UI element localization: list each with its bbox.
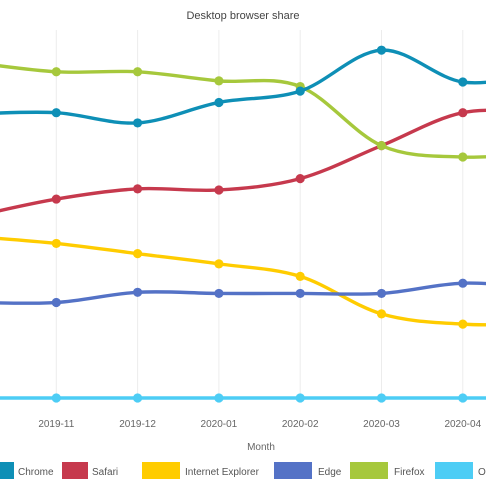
legend-item-safari[interactable]: Safari (62, 462, 118, 479)
data-point-firefox-2019-12[interactable] (133, 67, 143, 77)
data-point-safari-2019-11[interactable] (51, 194, 61, 204)
data-point-firefox-2020-01[interactable] (214, 76, 224, 86)
data-point-internet-explorer-2020-03[interactable] (376, 309, 387, 319)
series-chrome (0, 45, 486, 128)
data-point-edge-2019-11[interactable] (51, 297, 61, 308)
x-axis-title: Month (247, 442, 275, 453)
data-point-internet-explorer-2019-12[interactable] (133, 249, 143, 259)
series-other (0, 393, 486, 403)
x-axis-ticks: 2019-11 2019-12 2020-01 2020-02 2020-03 2020-… (38, 419, 481, 430)
x-tick-label: 2020-02 (282, 419, 319, 430)
chart-title: Desktop browser share (186, 10, 299, 22)
data-point-internet-explorer-2019-11[interactable] (51, 238, 61, 249)
data-point-safari-2020-01[interactable] (214, 185, 224, 195)
x-tick-label: 2020-03 (363, 419, 400, 430)
data-point-edge-2020-01[interactable] (214, 288, 224, 299)
data-point-other-2020-03[interactable] (376, 393, 387, 403)
legend-label-edge: Edge (318, 467, 342, 478)
legend-item-other[interactable]: O (435, 462, 486, 479)
series-safari (0, 108, 486, 213)
data-point-internet-explorer-2020-02[interactable] (295, 271, 305, 281)
series-line-edge (0, 281, 486, 305)
legend-swatch-chrome (0, 462, 14, 479)
data-point-other-2019-11[interactable] (51, 393, 61, 403)
legend-item-edge[interactable]: Edge (274, 462, 342, 479)
legend-label-internet-explorer: Internet Explorer (185, 467, 260, 478)
data-point-other-2020-04[interactable] (458, 393, 468, 403)
x-tick-label: 2019-11 (38, 419, 74, 430)
series-group (0, 45, 486, 403)
legend-swatch-other (435, 462, 473, 479)
series-line-internet-explorer (0, 236, 486, 327)
series-firefox (0, 64, 486, 162)
data-point-safari-2020-04[interactable] (458, 108, 468, 118)
legend-item-chrome[interactable]: Chrome (0, 462, 54, 479)
x-tick-label: 2020-01 (201, 419, 238, 430)
data-point-safari-2019-12[interactable] (133, 184, 143, 194)
data-point-chrome-2020-04[interactable] (458, 77, 468, 87)
grid-lines (55, 30, 464, 398)
legend-label-firefox: Firefox (394, 467, 425, 478)
legend-label-other: O (478, 467, 486, 478)
series-line-chrome (0, 48, 486, 125)
data-point-internet-explorer-2020-01[interactable] (214, 259, 224, 269)
series-line-firefox (0, 64, 486, 159)
x-tick-label: 2019-12 (119, 419, 156, 430)
x-tick-label: 2020-04 (444, 419, 481, 430)
data-point-other-2020-02[interactable] (295, 393, 305, 403)
data-point-firefox-2019-11[interactable] (51, 67, 61, 77)
data-point-safari-2020-02[interactable] (295, 174, 305, 184)
legend-swatch-safari (62, 462, 88, 479)
legend-label-safari: Safari (92, 467, 118, 478)
data-point-other-2019-12[interactable] (133, 393, 143, 403)
data-point-chrome-2020-03[interactable] (376, 45, 387, 55)
legend-swatch-firefox (350, 462, 388, 479)
legend-item-firefox[interactable]: Firefox (350, 462, 425, 479)
data-point-chrome-2019-12[interactable] (133, 118, 143, 128)
data-point-edge-2020-04[interactable] (458, 278, 468, 288)
data-point-chrome-2020-02[interactable] (295, 86, 305, 96)
data-point-firefox-2020-04[interactable] (458, 152, 468, 162)
data-point-other-2020-01[interactable] (214, 393, 224, 403)
legend-swatch-internet-explorer (142, 462, 180, 479)
data-point-edge-2020-03[interactable] (376, 288, 387, 299)
series-line-safari (0, 108, 486, 213)
data-point-chrome-2020-01[interactable] (214, 97, 224, 108)
data-point-edge-2019-12[interactable] (133, 287, 143, 297)
series-internet-explorer (0, 236, 486, 329)
legend[interactable]: Chrome Safari Internet Explorer Edge Firefox… (0, 462, 486, 479)
data-point-chrome-2019-11[interactable] (51, 108, 61, 118)
legend-label-chrome: Chrome (18, 467, 54, 478)
legend-swatch-edge (274, 462, 312, 479)
data-point-internet-explorer-2020-04[interactable] (458, 319, 468, 329)
data-point-edge-2020-02[interactable] (295, 288, 305, 299)
series-edge (0, 278, 486, 308)
data-point-firefox-2020-03[interactable] (376, 141, 387, 151)
legend-item-internet-explorer[interactable]: Internet Explorer (142, 462, 260, 479)
